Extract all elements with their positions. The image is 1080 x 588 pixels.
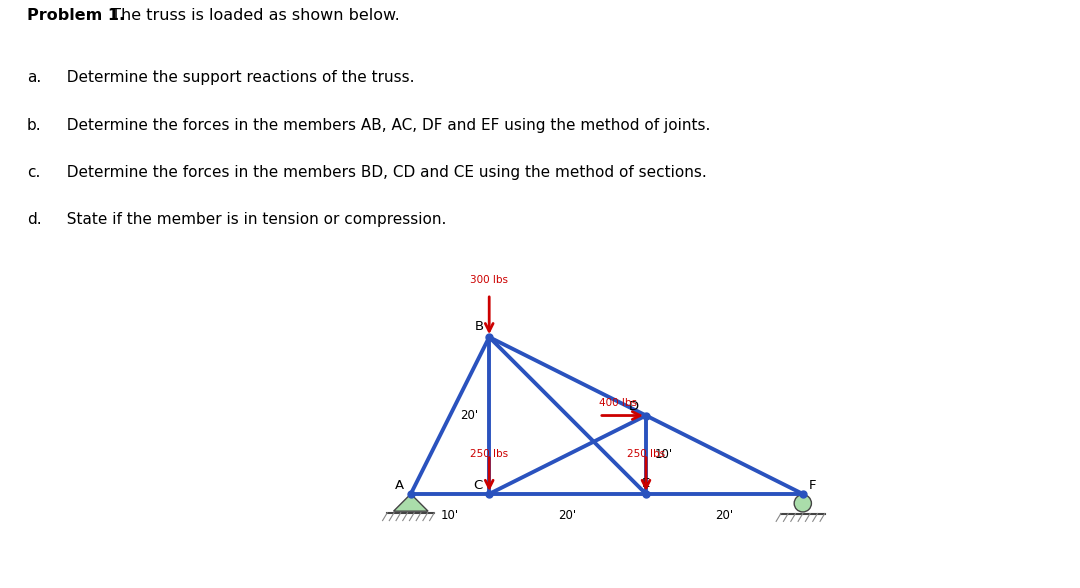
Text: D: D	[630, 400, 639, 413]
Text: Determine the forces in the members BD, CD and CE using the method of sections.: Determine the forces in the members BD, …	[57, 165, 707, 180]
Text: E: E	[642, 477, 650, 490]
Text: a.: a.	[27, 71, 41, 85]
Text: A: A	[394, 479, 404, 492]
Text: State if the member is in tension or compression.: State if the member is in tension or com…	[57, 212, 447, 228]
Text: c.: c.	[27, 165, 40, 180]
Text: 10': 10'	[441, 509, 459, 522]
Text: 20': 20'	[715, 509, 733, 522]
Text: 20': 20'	[460, 409, 478, 422]
Text: Determine the support reactions of the truss.: Determine the support reactions of the t…	[57, 71, 415, 85]
Text: 10': 10'	[654, 448, 673, 461]
Text: F: F	[809, 479, 816, 492]
Text: C: C	[473, 479, 482, 492]
Text: Problem 1.: Problem 1.	[27, 8, 125, 23]
Text: 20': 20'	[558, 509, 577, 522]
Text: 250 lbs: 250 lbs	[470, 449, 509, 459]
Circle shape	[794, 495, 811, 512]
Text: 250 lbs: 250 lbs	[626, 449, 665, 459]
Text: 300 lbs: 300 lbs	[470, 275, 509, 285]
Text: 400 lbs: 400 lbs	[599, 397, 637, 407]
Text: The truss is loaded as shown below.: The truss is loaded as shown below.	[106, 8, 400, 23]
Text: d.: d.	[27, 212, 42, 228]
Polygon shape	[393, 494, 428, 511]
Text: b.: b.	[27, 118, 42, 133]
Text: Determine the forces in the members AB, AC, DF and EF using the method of joints: Determine the forces in the members AB, …	[57, 118, 711, 133]
Text: B: B	[475, 320, 484, 333]
